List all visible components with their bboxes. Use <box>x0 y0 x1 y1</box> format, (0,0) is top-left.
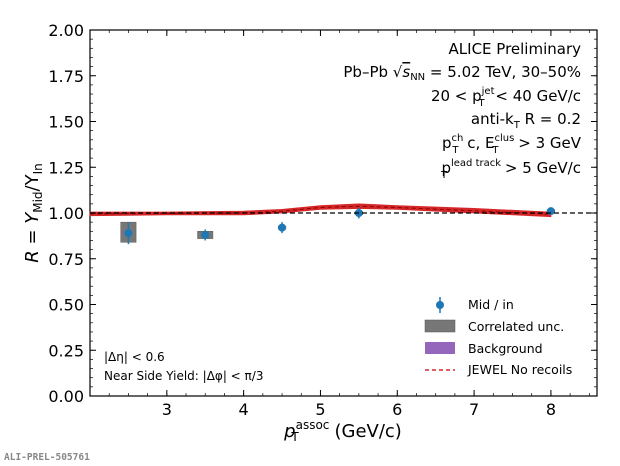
jewel-line <box>89 205 551 215</box>
x-tick-label: 7 <box>469 400 479 419</box>
y-ticks-group: 0.00 0.25 0.50 0.75 1.00 1.25 1.50 1.75 2.00 <box>48 21 597 406</box>
y-tick-label: 2.00 <box>48 21 84 40</box>
annotation-antikt: anti-kT R = 0.2 <box>471 110 581 131</box>
annotation-title: ALICE Preliminary <box>449 40 582 58</box>
x-tick-label: 6 <box>392 400 402 419</box>
y-tick-label: 0.75 <box>48 250 84 269</box>
legend-label-background: Background <box>468 341 543 356</box>
y-tick-label: 0.50 <box>48 296 84 315</box>
annotation-system: Pb–Pb √sNN = 5.02 TeV, 30–50% <box>343 63 581 83</box>
y-tick-label: 1.25 <box>48 158 84 177</box>
annotation-lead-track: plead track T > 5 GeV/c <box>440 158 581 181</box>
data-point <box>124 229 133 238</box>
x-tick-label: 5 <box>315 400 325 419</box>
y-axis-title: R = YMid/YIn <box>22 163 45 263</box>
annotation-delta-eta: |Δη| < 0.6 <box>104 350 165 364</box>
x-ticks-group: 3 4 5 6 7 8 <box>89 30 590 419</box>
x-axis-title: passoc T (GeV/c) <box>283 418 402 444</box>
legend-points-marker <box>436 297 444 313</box>
legend-background-swatch <box>425 342 455 354</box>
y-tick-label: 0.00 <box>48 387 84 406</box>
y-tick-label: 0.25 <box>48 341 84 360</box>
x-tick-label: 3 <box>162 400 172 419</box>
x-tick-label: 8 <box>546 400 556 419</box>
legend-label-correlated: Correlated unc. <box>468 319 564 334</box>
annotation-near-side: Near Side Yield: |Δφ| < π/3 <box>104 369 263 383</box>
data-point <box>201 230 210 239</box>
legend-label-points: Mid / in <box>468 297 514 312</box>
legend: Mid / in Correlated unc. Background JEWE… <box>424 297 572 377</box>
annotation-jet-pt: 20 < pjet T < 40 GeV/c <box>431 86 581 109</box>
legend-label-jewel: JEWEL No recoils <box>467 362 572 377</box>
annotation-cluster: pch T c, Eclus T > 3 GeV <box>442 133 582 156</box>
figure-id: ALI-PREL-505761 <box>4 452 90 463</box>
data-point <box>278 223 287 232</box>
y-tick-label: 1.50 <box>48 113 84 132</box>
y-tick-label: 1.00 <box>48 204 84 223</box>
data-point <box>546 207 555 216</box>
x-tick-label: 4 <box>239 400 249 419</box>
legend-correlated-swatch <box>424 319 456 333</box>
y-tick-label: 1.75 <box>48 67 84 86</box>
